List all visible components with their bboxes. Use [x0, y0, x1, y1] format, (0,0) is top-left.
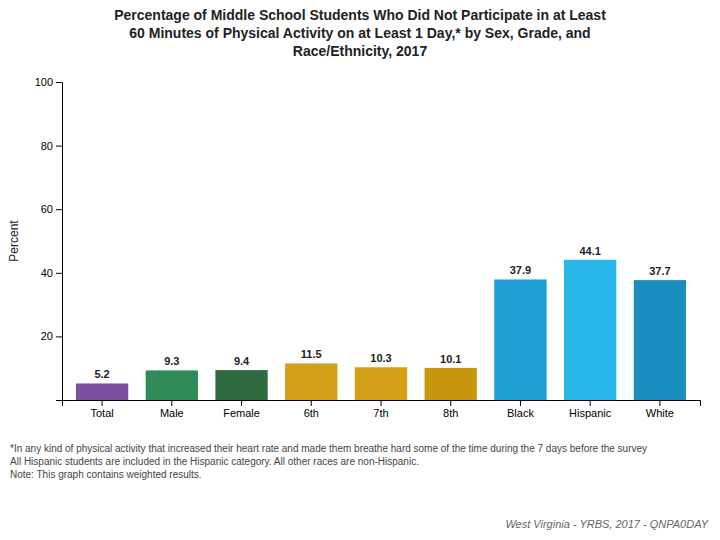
x-tick-label: 7th: [373, 407, 388, 419]
text-line: Note: This graph contains weighted resul…: [10, 469, 202, 480]
x-tick: Total: [90, 400, 113, 419]
y-tick: 20: [41, 330, 62, 342]
bar: [146, 370, 198, 400]
text-line: 60 Minutes of Physical Activity on at Le…: [129, 25, 590, 41]
bar: [564, 260, 616, 400]
data-label: 5.2: [94, 368, 109, 380]
text-line: All Hispanic students are included in th…: [10, 456, 419, 467]
y-tick-mark: [56, 273, 62, 274]
x-tick-label: Hispanic: [569, 407, 612, 419]
x-tick: White: [646, 400, 674, 419]
x-tick: Female: [223, 400, 260, 419]
y-tick-mark: [56, 336, 62, 337]
y-tick-mark: [56, 82, 62, 83]
x-tick-label: Female: [223, 407, 260, 419]
y-tick-label: 40: [41, 267, 53, 279]
data-label: 9.4: [234, 355, 250, 367]
x-tick-label: 8th: [443, 407, 458, 419]
y-tick-label: 80: [41, 140, 53, 152]
plot-area: [76, 260, 686, 400]
x-tick: Hispanic: [569, 400, 612, 419]
x-tick: 7th: [373, 400, 388, 419]
text-line: Percentage of Middle School Students Who…: [114, 7, 606, 23]
bar: [425, 368, 477, 400]
x-tick-mark: [311, 400, 312, 406]
footnote: *In any kind of physical activity that i…: [10, 443, 647, 480]
y-tick-label: 100: [35, 76, 53, 88]
chart: Percentage of Middle School Students Who…: [0, 0, 720, 540]
x-tick-label: Black: [507, 407, 534, 419]
y-axis-line: [56, 83, 63, 401]
data-label: 10.3: [370, 352, 391, 364]
x-tick-mark: [520, 400, 521, 406]
y-tick-label: 20: [41, 330, 53, 342]
data-label: 37.7: [649, 265, 670, 277]
x-tick-mark: [659, 400, 660, 406]
x-tick-mark: [381, 400, 382, 406]
y-tick: 60: [41, 203, 62, 215]
data-label: 37.9: [510, 264, 531, 276]
text-line: Race/Ethnicity, 2017: [293, 43, 428, 59]
y-tick-mark: [56, 146, 62, 147]
data-label: 9.3: [164, 355, 179, 367]
bar: [634, 280, 686, 400]
y-axis-title: Percent: [7, 220, 21, 262]
x-tick-mark: [241, 400, 242, 406]
bar: [215, 370, 267, 400]
x-tick-label: White: [646, 407, 674, 419]
y-tick: 40: [41, 267, 62, 279]
data-labels: 5.2 9.3 9.4 11.5 10.3 10.1 37.9 44.1 37.7: [94, 245, 670, 381]
text-line: *In any kind of physical activity that i…: [10, 443, 647, 454]
x-tick-mark: [171, 400, 172, 406]
x-tick-label: Total: [90, 407, 113, 419]
bar: [285, 363, 337, 400]
x-tick-label: Male: [160, 407, 184, 419]
y-tick-label: 60: [41, 203, 53, 215]
bar: [494, 279, 546, 400]
x-tick: 8th: [443, 400, 458, 419]
x-tick-label: 6th: [304, 407, 319, 419]
watermark: West Virginia - YRBS, 2017 - QNPA0DAY: [505, 518, 708, 530]
x-tick-mark: [450, 400, 451, 406]
data-label: 10.1: [440, 353, 461, 365]
x-axis: Total Male Female 6th 7th 8th Black Hispanic Whi…: [63, 400, 701, 419]
x-tick: Black: [507, 400, 534, 419]
bar: [76, 383, 128, 400]
y-tick: 80: [41, 140, 62, 152]
x-tick-mark: [590, 400, 591, 406]
x-tick: Male: [160, 400, 184, 419]
x-tick: 6th: [304, 400, 319, 419]
title: Percentage of Middle School Students Who…: [114, 7, 606, 59]
x-tick-mark: [102, 400, 103, 406]
y-axis: 20 40 60 80 100: [35, 76, 63, 400]
y-tick-mark: [56, 209, 62, 210]
bar: [355, 367, 407, 400]
y-tick: 100: [35, 76, 62, 88]
x-axis-line: [63, 401, 701, 407]
data-label: 11.5: [301, 348, 322, 360]
data-label: 44.1: [579, 245, 600, 257]
